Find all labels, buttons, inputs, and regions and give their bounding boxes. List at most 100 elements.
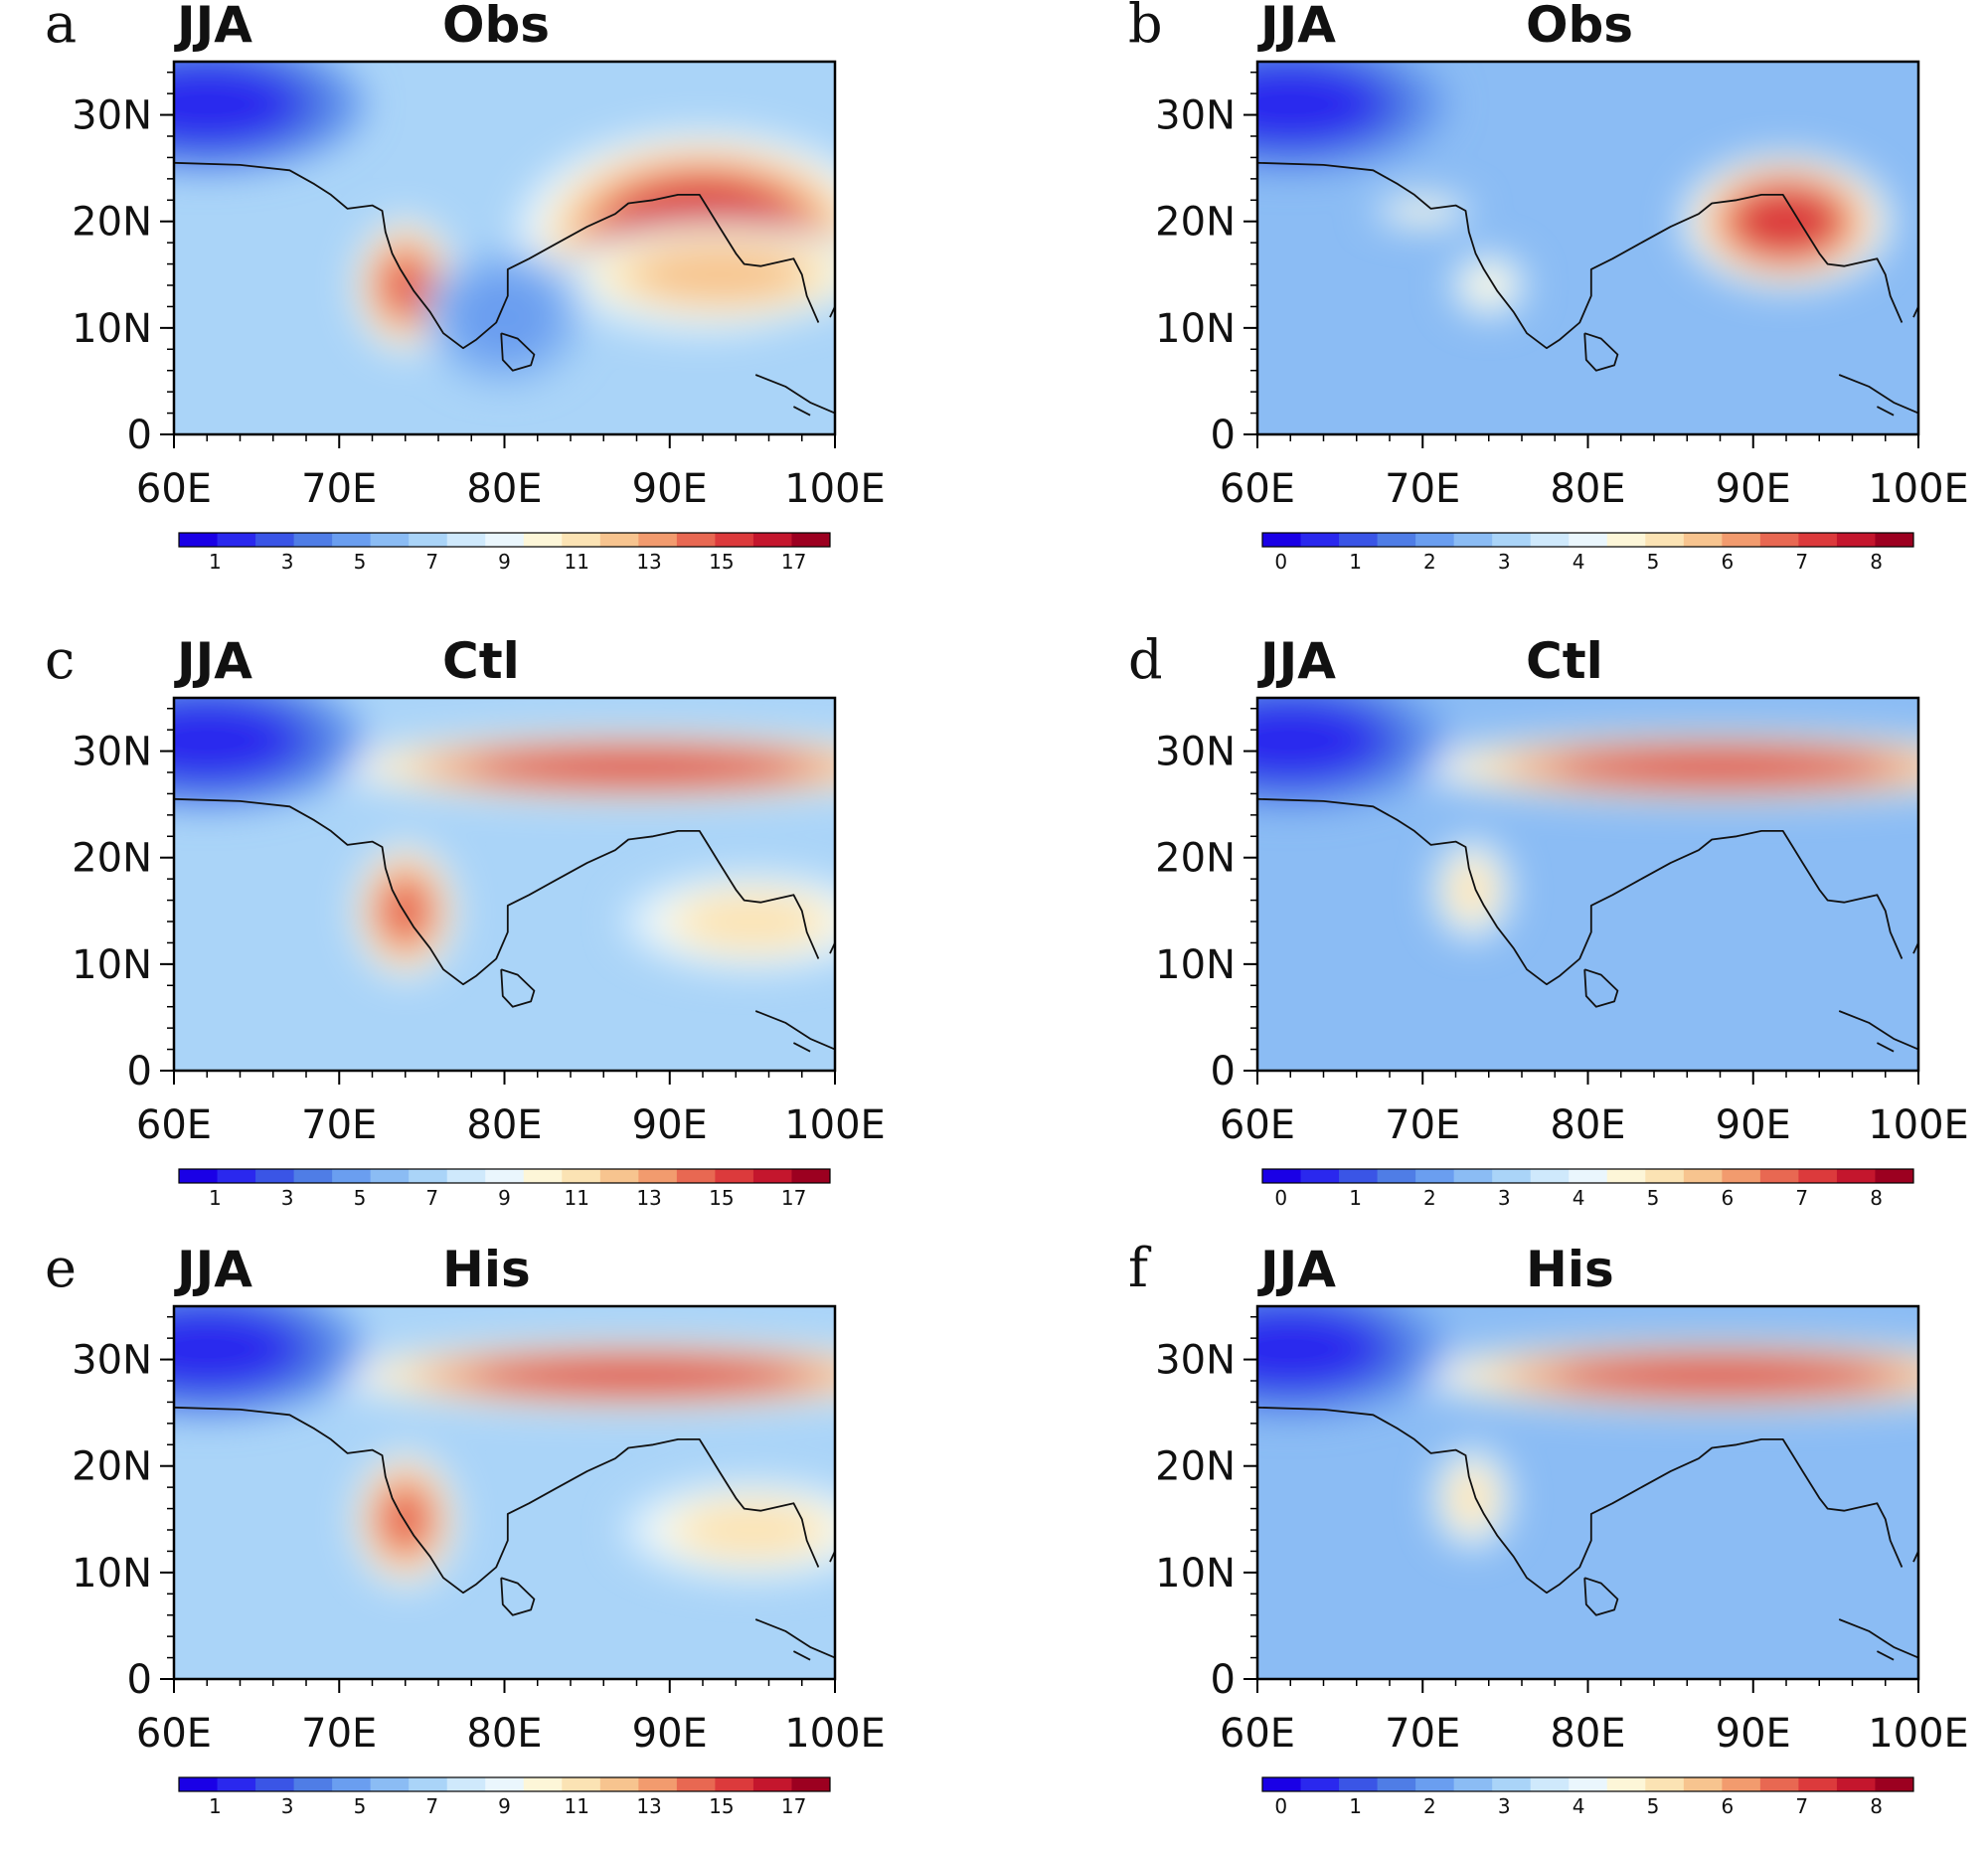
colorbar-swatch bbox=[638, 1777, 678, 1791]
y-tick-label: 0 bbox=[1211, 1657, 1236, 1703]
colorbar-swatch bbox=[1339, 1777, 1379, 1791]
field-blob-1 bbox=[377, 1482, 434, 1556]
colorbar-label: 6 bbox=[1721, 550, 1734, 574]
x-tick-label: 70E bbox=[301, 466, 377, 512]
colorbar-label: 8 bbox=[1870, 1794, 1883, 1818]
colorbar-swatch bbox=[562, 1169, 601, 1183]
colorbar-swatch bbox=[715, 1777, 754, 1791]
panel-letter: a bbox=[45, 0, 77, 55]
colorbar-label: 17 bbox=[781, 550, 806, 574]
field-blob-4 bbox=[174, 68, 292, 141]
colorbar-swatch bbox=[1798, 1777, 1838, 1791]
colorbar-label: 13 bbox=[636, 1186, 661, 1210]
colorbar-label: 3 bbox=[281, 1186, 294, 1210]
x-tick-label: 80E bbox=[1550, 1102, 1625, 1148]
y-tick-label: 0 bbox=[1211, 413, 1236, 458]
panel-letter: e bbox=[45, 1237, 77, 1299]
colorbar-swatch bbox=[1300, 1777, 1340, 1791]
colorbar-swatch bbox=[255, 1777, 295, 1791]
coastline-3 bbox=[792, 1042, 811, 1053]
x-tick-label: 60E bbox=[136, 466, 212, 512]
colorbar-swatch bbox=[599, 533, 639, 547]
field-blob-2 bbox=[1257, 1312, 1376, 1386]
coastline-0 bbox=[1257, 1406, 1904, 1595]
colorbar-swatch bbox=[1722, 1169, 1761, 1183]
colorbar: 0 1 2 3 4 5 6 7 8 bbox=[1261, 1168, 1914, 1210]
colorbar-swatch bbox=[1492, 1777, 1532, 1791]
colorbar-swatch bbox=[217, 1777, 256, 1791]
colorbar-swatch bbox=[409, 1777, 448, 1791]
y-tick-label: 20N bbox=[72, 1444, 152, 1490]
colorbar: 1 3 5 7 9 11 13 15 17 bbox=[178, 532, 831, 574]
colorbar-label: 3 bbox=[281, 1794, 294, 1818]
x-tick-label: 90E bbox=[632, 1711, 708, 1757]
coastline-2 bbox=[1838, 374, 1918, 415]
x-tick-label: 70E bbox=[301, 1711, 377, 1757]
coastline-1 bbox=[1583, 1577, 1619, 1616]
colorbar-label: 9 bbox=[498, 1794, 511, 1818]
x-tick-label: 60E bbox=[1220, 1102, 1295, 1148]
field-blob-0 bbox=[1551, 1357, 1890, 1394]
colorbar-swatch bbox=[752, 1169, 792, 1183]
x-tick-label: 80E bbox=[1550, 1711, 1625, 1757]
coastline-3 bbox=[792, 406, 811, 417]
map-panel-d: d JJA Ctl 60E 70E 80E 90E 100E 0 10N 20N 30N 0 1 2 3 4 5 6… bbox=[1083, 628, 1988, 1243]
colorbar-swatch bbox=[676, 1169, 716, 1183]
panel-label: His bbox=[442, 1241, 531, 1298]
colorbar-label: 11 bbox=[565, 550, 589, 574]
coastline-2 bbox=[754, 1618, 835, 1659]
colorbar-swatch bbox=[293, 1777, 333, 1791]
field-blob-3 bbox=[174, 704, 292, 777]
colorbar-swatch bbox=[370, 533, 410, 547]
y-tick-label: 0 bbox=[1211, 1049, 1236, 1094]
x-tick-label: 60E bbox=[1220, 1711, 1295, 1757]
colorbar-label: 9 bbox=[498, 550, 511, 574]
colorbar-swatch bbox=[1377, 1169, 1416, 1183]
coastline-0 bbox=[1257, 161, 1904, 350]
colorbar-label: 5 bbox=[1647, 550, 1660, 574]
colorbar-label: 2 bbox=[1423, 1794, 1436, 1818]
colorbar-swatch bbox=[1683, 1777, 1723, 1791]
colorbar-swatch bbox=[1722, 533, 1761, 547]
field-blob-1 bbox=[634, 247, 804, 302]
panel-season: JJA bbox=[1257, 1241, 1336, 1298]
field-blob-3 bbox=[174, 1312, 292, 1386]
y-tick-label: 30N bbox=[72, 1338, 152, 1384]
colorbar-swatch bbox=[676, 533, 716, 547]
colorbar-swatch bbox=[485, 1777, 525, 1791]
colorbar-swatch bbox=[1262, 1169, 1302, 1183]
coastline-2 bbox=[1838, 1010, 1918, 1051]
y-tick-label: 20N bbox=[72, 200, 152, 246]
colorbar-swatch bbox=[791, 533, 831, 547]
x-tick-label: 60E bbox=[136, 1102, 212, 1148]
y-tick-label: 10N bbox=[1155, 1551, 1236, 1597]
colorbar-swatch bbox=[1722, 1777, 1761, 1791]
colorbar-label: 8 bbox=[1870, 1186, 1883, 1210]
panel-label: His bbox=[1526, 1241, 1614, 1298]
panel-letter: f bbox=[1128, 1237, 1152, 1299]
field-blob-2 bbox=[1394, 201, 1451, 221]
colorbar-label: 11 bbox=[565, 1794, 589, 1818]
map-panel-e: e JJA His 60E 70E 80E 90E 100E 0 10N 20N 30N 1 3 5 7 9 11… bbox=[0, 1237, 994, 1851]
colorbar-swatch bbox=[255, 1169, 295, 1183]
colorbar-label: 13 bbox=[636, 550, 661, 574]
colorbar-label: 3 bbox=[1498, 1794, 1511, 1818]
colorbar-label: 0 bbox=[1274, 550, 1287, 574]
colorbar-swatch bbox=[1606, 533, 1646, 547]
colorbar-swatch bbox=[791, 1169, 831, 1183]
colorbar-label: 1 bbox=[1349, 1186, 1362, 1210]
colorbar-label: 1 bbox=[209, 1794, 222, 1818]
colorbar-swatch bbox=[791, 1777, 831, 1791]
colorbar-swatch bbox=[1339, 533, 1379, 547]
colorbar-swatch bbox=[1606, 1169, 1646, 1183]
map-svg-d: d JJA Ctl 60E 70E 80E 90E 100E 0 10N 20N 30N 0 1 2 3 4 5 6… bbox=[1128, 628, 1969, 1210]
x-tick-label: 70E bbox=[1385, 466, 1460, 512]
coastline-0 bbox=[1257, 797, 1904, 986]
field-blob-1 bbox=[1450, 862, 1494, 918]
colorbar-label: 7 bbox=[1795, 1186, 1808, 1210]
colorbar-swatch bbox=[370, 1169, 410, 1183]
field-blob-3 bbox=[462, 280, 547, 354]
field-blob-2 bbox=[377, 249, 434, 322]
